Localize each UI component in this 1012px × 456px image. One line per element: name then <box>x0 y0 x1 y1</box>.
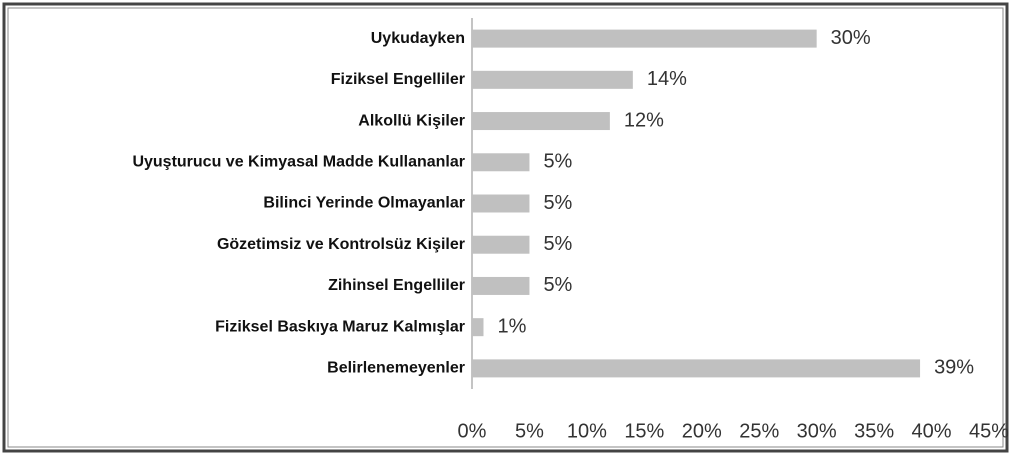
bar <box>472 276 530 295</box>
y-tick-label: Belirlenemeyenler <box>327 360 465 377</box>
x-tick-label: 40% <box>912 420 952 442</box>
bar <box>472 359 921 378</box>
y-tick-label: Uyuşturucu ve Kimyasal Madde Kullananlar <box>132 153 465 170</box>
bar <box>472 29 817 48</box>
value-label: 39% <box>934 357 974 379</box>
value-label: 5% <box>543 151 572 173</box>
value-label: 5% <box>543 233 572 255</box>
x-tick-label: 25% <box>739 420 779 442</box>
x-tick-label: 15% <box>624 420 664 442</box>
bar <box>472 235 530 254</box>
x-tick-label: 10% <box>567 420 607 442</box>
x-tick-label: 30% <box>797 420 837 442</box>
y-tick-label: Zihinsel Engelliler <box>328 277 465 294</box>
inner-frame <box>7 7 1004 448</box>
value-label: 5% <box>543 274 572 296</box>
y-tick-label: Fiziksel Engelliler <box>331 71 465 88</box>
bar <box>472 70 633 89</box>
bar <box>472 112 610 131</box>
x-tick-label: 0% <box>458 420 487 442</box>
value-label: 1% <box>497 315 526 337</box>
y-tick-label: Fiziksel Baskıya Maruz Kalmışlar <box>215 318 465 335</box>
bar <box>472 194 530 213</box>
x-tick-label: 45% <box>969 420 1009 442</box>
x-tick-label: 5% <box>515 420 544 442</box>
y-tick-label: Gözetimsiz ve Kontrolsüz Kişiler <box>217 236 465 253</box>
value-label: 5% <box>543 192 572 214</box>
value-label: 12% <box>624 109 664 131</box>
y-tick-label: Alkollü Kişiler <box>358 112 465 129</box>
x-tick-label: 20% <box>682 420 722 442</box>
bar <box>472 318 484 337</box>
value-label: 30% <box>831 27 871 49</box>
y-tick-label: Uykudayken <box>371 30 465 47</box>
y-tick-label: Bilinci Yerinde Olmayanlar <box>263 195 465 212</box>
x-tick-label: 35% <box>854 420 894 442</box>
bar <box>472 153 530 172</box>
value-label: 14% <box>647 68 687 90</box>
